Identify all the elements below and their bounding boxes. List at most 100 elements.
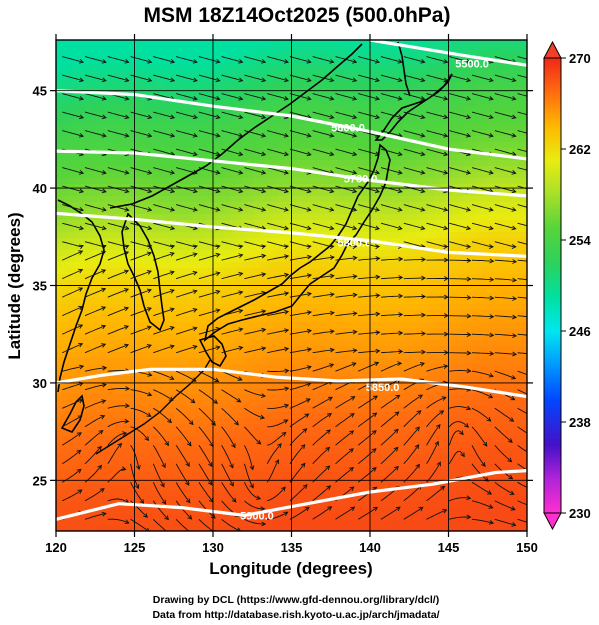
temperature-cell: [272, 340, 279, 347]
temperature-cell: [68, 238, 75, 245]
temperature-cell: [206, 82, 213, 89]
temperature-cell: [380, 256, 387, 263]
temperature-cell: [284, 394, 291, 401]
temperature-cell: [242, 166, 249, 173]
temperature-cell: [314, 304, 321, 311]
temperature-cell: [224, 250, 231, 257]
temperature-cell: [248, 220, 255, 227]
temperature-cell: [524, 274, 527, 281]
temperature-cell: [440, 130, 447, 137]
temperature-cell: [428, 118, 435, 125]
temperature-cell: [500, 172, 507, 179]
temperature-cell: [416, 220, 423, 227]
temperature-cell: [170, 106, 177, 113]
temperature-cell: [494, 196, 501, 203]
temperature-cell: [74, 316, 81, 323]
temperature-cell: [284, 124, 291, 131]
temperature-cell: [110, 52, 117, 59]
temperature-cell: [116, 310, 123, 317]
temperature-cell: [410, 310, 417, 317]
temperature-cell: [266, 412, 273, 419]
temperature-cell: [470, 130, 477, 137]
temperature-cell: [116, 106, 123, 113]
temperature-cell: [92, 418, 99, 425]
temperature-cell: [134, 136, 141, 143]
temperature-cell: [428, 382, 435, 389]
temperature-cell: [182, 82, 189, 89]
temperature-cell: [182, 322, 189, 329]
temperature-cell: [440, 94, 447, 101]
temperature-cell: [74, 130, 81, 137]
temperature-cell: [164, 148, 171, 155]
temperature-cell: [284, 382, 291, 389]
temperature-cell: [248, 364, 255, 371]
temperature-cell: [374, 70, 381, 77]
temperature-cell: [500, 112, 507, 119]
temperature-cell: [260, 160, 267, 167]
temperature-cell: [218, 298, 225, 305]
temperature-cell: [260, 214, 267, 221]
temperature-cell: [500, 166, 507, 173]
temperature-cell: [326, 118, 333, 125]
temperature-cell: [152, 232, 159, 239]
temperature-cell: [434, 172, 441, 179]
temperature-cell: [290, 370, 297, 377]
temperature-cell: [188, 388, 195, 395]
temperature-cell: [404, 220, 411, 227]
temperature-cell: [368, 40, 375, 47]
temperature-cell: [494, 46, 501, 53]
temperature-cell: [518, 334, 525, 341]
temperature-cell: [230, 202, 237, 209]
temperature-cell: [356, 346, 363, 353]
temperature-cell: [440, 376, 447, 383]
temperature-cell: [140, 340, 147, 347]
temperature-cell: [506, 268, 513, 275]
temperature-cell: [380, 394, 387, 401]
temperature-cell: [344, 208, 351, 215]
temperature-cell: [476, 136, 483, 143]
temperature-cell: [176, 100, 183, 107]
temperature-cell: [290, 58, 297, 65]
temperature-cell: [320, 220, 327, 227]
temperature-cell: [194, 406, 201, 413]
temperature-cell: [422, 346, 429, 353]
temperature-cell: [86, 172, 93, 179]
temperature-cell: [74, 214, 81, 221]
temperature-cell: [134, 316, 141, 323]
temperature-cell: [314, 202, 321, 209]
temperature-cell: [92, 292, 99, 299]
temperature-cell: [194, 304, 201, 311]
temperature-cell: [374, 214, 381, 221]
temperature-cell: [80, 370, 87, 377]
temperature-cell: [296, 178, 303, 185]
temperature-cell: [338, 142, 345, 149]
temperature-cell: [260, 256, 267, 263]
temperature-cell: [80, 160, 87, 167]
temperature-cell: [182, 70, 189, 77]
temperature-cell: [176, 70, 183, 77]
temperature-cell: [86, 352, 93, 359]
temperature-cell: [422, 88, 429, 95]
temperature-cell: [152, 136, 159, 143]
temperature-cell: [104, 244, 111, 251]
temperature-cell: [86, 190, 93, 197]
temperature-cell: [158, 334, 165, 341]
temperature-cell: [212, 196, 219, 203]
temperature-cell: [56, 352, 63, 359]
temperature-cell: [470, 286, 477, 293]
temperature-cell: [74, 334, 81, 341]
temperature-cell: [314, 310, 321, 317]
temperature-cell: [98, 418, 105, 425]
temperature-cell: [266, 172, 273, 179]
temperature-cell: [110, 64, 117, 71]
temperature-cell: [170, 70, 177, 77]
temperature-cell: [116, 376, 123, 383]
temperature-cell: [416, 346, 423, 353]
temperature-cell: [188, 148, 195, 155]
temperature-cell: [206, 298, 213, 305]
temperature-cell: [62, 358, 69, 365]
temperature-cell: [404, 118, 411, 125]
temperature-cell: [338, 304, 345, 311]
temperature-cell: [392, 394, 399, 401]
temperature-cell: [524, 364, 527, 371]
